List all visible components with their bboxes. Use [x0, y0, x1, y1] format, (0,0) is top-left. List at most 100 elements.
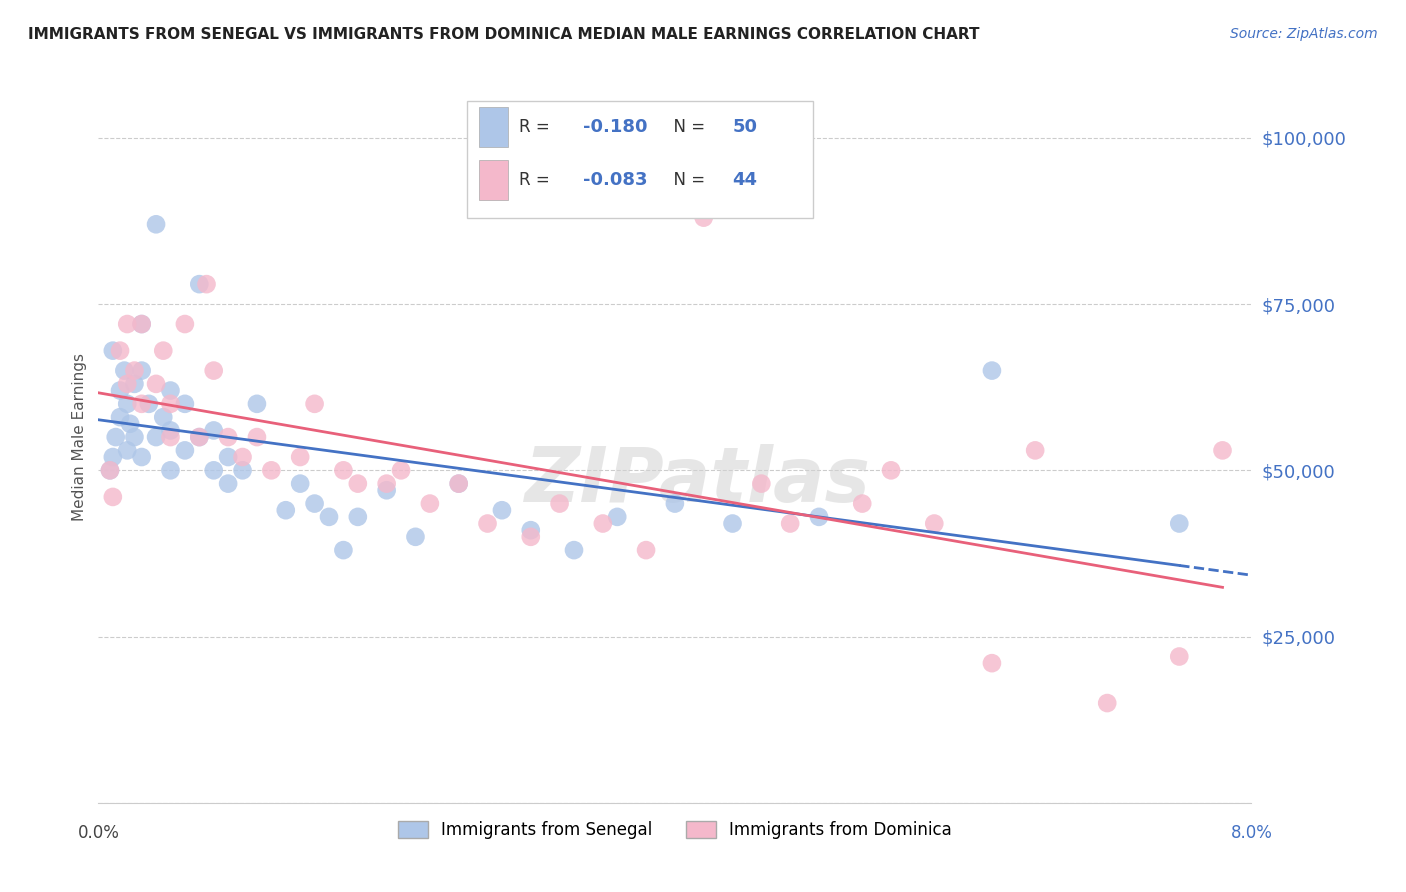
- Text: 44: 44: [733, 171, 758, 189]
- Point: [318, 509, 340, 524]
- Text: R =: R =: [519, 171, 555, 189]
- Point: [117, 397, 139, 411]
- Point: [152, 343, 174, 358]
- Point: [101, 450, 124, 464]
- Point: [174, 317, 197, 331]
- Point: [419, 497, 441, 511]
- Point: [375, 483, 398, 498]
- Point: [332, 543, 354, 558]
- Point: [721, 516, 744, 531]
- Point: [195, 277, 218, 292]
- Point: [290, 450, 312, 464]
- Point: [104, 430, 127, 444]
- Point: [202, 363, 225, 377]
- Point: [389, 463, 412, 477]
- Point: [375, 476, 398, 491]
- Point: [124, 363, 146, 377]
- Point: [108, 343, 131, 358]
- Point: [520, 530, 543, 544]
- Point: [98, 463, 121, 477]
- Point: [159, 397, 181, 411]
- Point: [188, 430, 211, 444]
- Point: [145, 376, 167, 391]
- Point: [346, 509, 368, 524]
- Point: [188, 430, 211, 444]
- Point: [636, 543, 658, 558]
- Point: [304, 397, 326, 411]
- Text: IMMIGRANTS FROM SENEGAL VS IMMIGRANTS FROM DOMINICA MEDIAN MALE EARNINGS CORRELA: IMMIGRANTS FROM SENEGAL VS IMMIGRANTS FR…: [28, 27, 980, 42]
- Point: [217, 476, 239, 491]
- Point: [145, 430, 167, 444]
- Point: [981, 656, 1004, 670]
- Point: [131, 397, 153, 411]
- Point: [159, 463, 181, 477]
- FancyBboxPatch shape: [479, 160, 508, 200]
- Point: [260, 463, 283, 477]
- Point: [1168, 649, 1191, 664]
- Point: [120, 417, 142, 431]
- Point: [202, 463, 225, 477]
- Point: [520, 523, 543, 537]
- Point: [131, 317, 153, 331]
- Y-axis label: Median Male Earnings: Median Male Earnings: [72, 353, 87, 521]
- Point: [693, 211, 716, 225]
- Point: [1097, 696, 1119, 710]
- Point: [1168, 516, 1191, 531]
- Point: [779, 516, 801, 531]
- Point: [562, 543, 585, 558]
- Point: [548, 497, 571, 511]
- Point: [332, 463, 354, 477]
- Point: [112, 363, 135, 377]
- Point: [101, 343, 124, 358]
- Point: [174, 397, 197, 411]
- Point: [202, 424, 225, 438]
- Point: [188, 277, 211, 292]
- Point: [246, 397, 269, 411]
- Point: [447, 476, 470, 491]
- Point: [231, 450, 254, 464]
- Text: R =: R =: [519, 119, 555, 136]
- Point: [117, 376, 139, 391]
- Point: [808, 509, 831, 524]
- Point: [664, 497, 686, 511]
- Text: N =: N =: [664, 119, 710, 136]
- Point: [477, 516, 499, 531]
- Point: [346, 476, 368, 491]
- Point: [1212, 443, 1234, 458]
- Point: [851, 497, 873, 511]
- Point: [274, 503, 297, 517]
- Point: [924, 516, 946, 531]
- Point: [880, 463, 903, 477]
- Point: [159, 430, 181, 444]
- Point: [131, 363, 153, 377]
- Point: [131, 450, 153, 464]
- FancyBboxPatch shape: [467, 101, 813, 218]
- Point: [304, 497, 326, 511]
- Point: [231, 463, 254, 477]
- Point: [117, 443, 139, 458]
- Text: 50: 50: [733, 119, 758, 136]
- Point: [145, 217, 167, 231]
- Point: [246, 430, 269, 444]
- FancyBboxPatch shape: [479, 107, 508, 147]
- Text: 8.0%: 8.0%: [1230, 823, 1272, 841]
- Point: [290, 476, 312, 491]
- Text: 0.0%: 0.0%: [77, 823, 120, 841]
- Text: ZIPatlas: ZIPatlas: [524, 444, 870, 518]
- Point: [108, 410, 131, 425]
- Point: [174, 443, 197, 458]
- Point: [117, 317, 139, 331]
- Point: [159, 424, 181, 438]
- Point: [217, 450, 239, 464]
- Point: [592, 516, 614, 531]
- Point: [606, 509, 628, 524]
- Point: [131, 317, 153, 331]
- Point: [98, 463, 121, 477]
- Text: -0.083: -0.083: [582, 171, 647, 189]
- Point: [138, 397, 160, 411]
- Point: [981, 363, 1004, 377]
- Point: [124, 430, 146, 444]
- Point: [124, 376, 146, 391]
- Point: [217, 430, 239, 444]
- Point: [101, 490, 124, 504]
